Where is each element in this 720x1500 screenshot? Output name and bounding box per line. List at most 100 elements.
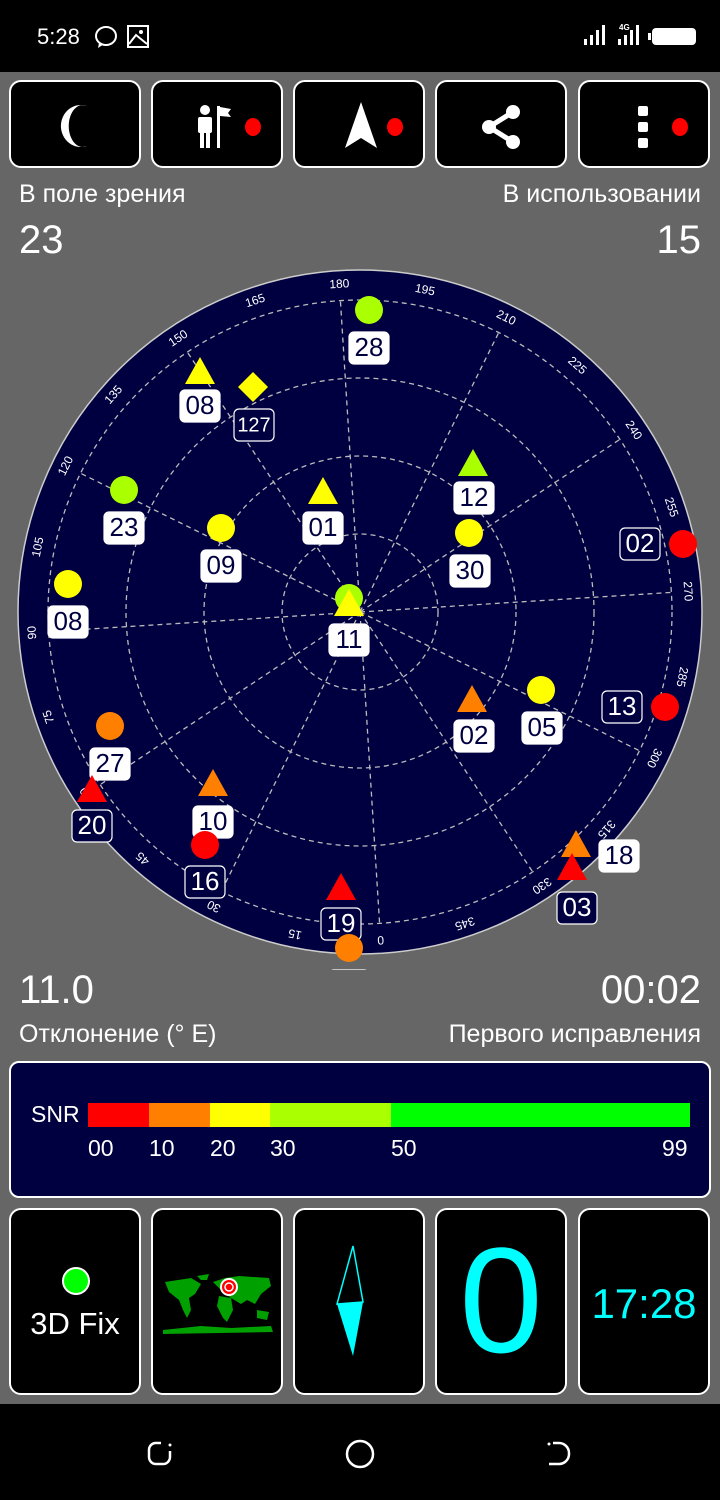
home-icon[interactable] bbox=[344, 1438, 376, 1470]
satellite-label-box bbox=[184, 865, 226, 899]
satellite-label-box bbox=[103, 511, 145, 545]
satellite-marker-circle bbox=[335, 934, 363, 962]
navigation-bar bbox=[0, 1404, 720, 1500]
signal-battery-icons: 4G bbox=[584, 23, 696, 45]
sky-plot: 0153045607590105120135150165180195210225… bbox=[17, 269, 703, 970]
svg-text:4G: 4G bbox=[619, 23, 630, 32]
person-flag-icon bbox=[198, 105, 231, 148]
satellite-marker-circle bbox=[54, 570, 82, 598]
azimuth-label: 105 bbox=[29, 535, 47, 558]
satellite-marker-circle bbox=[355, 296, 383, 324]
azimuth-label: 285 bbox=[673, 666, 691, 689]
satellite-marker-circle bbox=[455, 519, 483, 547]
speed-panel[interactable]: 0 bbox=[435, 1208, 567, 1395]
azimuth-line bbox=[359, 591, 672, 613]
satellite-label-box bbox=[521, 711, 563, 745]
back-icon[interactable] bbox=[545, 1439, 575, 1469]
satellite-marker-triangle bbox=[77, 775, 107, 802]
navigation-button[interactable] bbox=[293, 80, 425, 168]
satellite-marker-triangle bbox=[185, 357, 215, 384]
signal-4g-icon: 4G bbox=[618, 23, 639, 45]
azimuth-label: 15 bbox=[287, 926, 303, 942]
share-button[interactable] bbox=[435, 80, 567, 168]
elevation-ring bbox=[125, 377, 595, 847]
snr-segment bbox=[210, 1103, 270, 1127]
azimuth-label: 0 bbox=[377, 933, 385, 947]
satellite-marker-triangle bbox=[458, 449, 488, 476]
satellite-id-label: 12 bbox=[460, 482, 489, 512]
satellite-id-label: 127 bbox=[237, 414, 270, 436]
fix-status-panel[interactable]: 3D Fix bbox=[9, 1208, 141, 1395]
in-use-label: В использовании bbox=[502, 180, 701, 208]
satellite-marker-circle bbox=[207, 514, 235, 542]
satellite-id-label: 27 bbox=[96, 748, 125, 778]
azimuth-line bbox=[359, 611, 534, 873]
clock-panel[interactable]: 17:28 bbox=[578, 1208, 710, 1395]
azimuth-line bbox=[339, 300, 361, 613]
azimuth-label: 195 bbox=[414, 281, 437, 299]
satellite-marker-triangle bbox=[457, 685, 487, 712]
fix-indicator-dot bbox=[62, 1267, 90, 1295]
satellite-label-box bbox=[453, 481, 495, 515]
azimuth-label: 180 bbox=[329, 276, 350, 291]
more-button[interactable] bbox=[578, 80, 710, 168]
moon-icon bbox=[60, 105, 87, 147]
satellite-label-box bbox=[302, 511, 344, 545]
azimuth-line bbox=[99, 611, 361, 786]
signal-icon bbox=[584, 25, 605, 45]
satellite-marker-triangle bbox=[334, 589, 364, 616]
recents-icon[interactable] bbox=[145, 1439, 175, 1469]
night-mode-button[interactable] bbox=[9, 80, 141, 168]
satellite-marker-circle bbox=[96, 712, 124, 740]
elevation-ring bbox=[281, 533, 439, 691]
satellite-label-box bbox=[601, 690, 643, 724]
clock-value: 17:28 bbox=[591, 1280, 697, 1327]
azimuth-label: 255 bbox=[662, 495, 682, 519]
satellite-label-box bbox=[200, 549, 242, 583]
azimuth-label: 90 bbox=[24, 625, 39, 640]
snr-tick-label: 50 bbox=[391, 1135, 417, 1161]
battery-icon bbox=[648, 28, 696, 45]
world-map-panel[interactable] bbox=[151, 1208, 283, 1395]
waypoint-button[interactable] bbox=[151, 80, 283, 168]
satellite-marker-circle bbox=[669, 530, 697, 558]
satellite-marker-triangle bbox=[561, 830, 591, 857]
satellite-marker-triangle bbox=[557, 853, 587, 880]
in-view-count: 23 bbox=[19, 218, 64, 262]
satellite-marker-triangle bbox=[326, 873, 356, 900]
elevation-ring bbox=[203, 455, 517, 769]
badge-dot bbox=[387, 118, 403, 136]
snr-label: SNR bbox=[31, 1101, 80, 1127]
satellite-id-label: 03 bbox=[563, 892, 592, 922]
satellite-label-box bbox=[71, 809, 113, 843]
satellite-id-label: 16 bbox=[191, 866, 220, 896]
in-view-label: В поле зрения bbox=[19, 180, 186, 208]
azimuth-line bbox=[186, 351, 361, 613]
chat-bubble-icon bbox=[95, 26, 117, 48]
satellite-label-box bbox=[598, 839, 640, 873]
share-icon bbox=[482, 105, 520, 149]
satellite-id-label: 01 bbox=[309, 512, 338, 542]
azimuth-line bbox=[359, 332, 500, 613]
navigation-arrow-icon bbox=[345, 102, 377, 148]
satellite-id-label: 19 bbox=[327, 908, 356, 938]
compass-panel[interactable] bbox=[293, 1208, 425, 1395]
snr-color-bar bbox=[88, 1103, 690, 1127]
declination-label: Отклонение (° E) bbox=[19, 1020, 217, 1048]
snr-segment bbox=[391, 1103, 690, 1127]
satellite-marker-triangle bbox=[308, 477, 338, 504]
azimuth-label: 270 bbox=[681, 581, 696, 602]
satellite-id-label: 02 bbox=[460, 720, 489, 750]
snr-ticks: 00 10 20 30 50 99 bbox=[88, 1135, 690, 1165]
compass-needle-icon bbox=[335, 1245, 364, 1356]
satellite-id-label: 20 bbox=[78, 810, 107, 840]
snr-legend: SNR 00 10 20 30 50 99 bbox=[9, 1061, 711, 1198]
azimuth-label: 165 bbox=[243, 290, 267, 310]
satellite-id-label: 08 bbox=[186, 390, 215, 420]
in-use-count: 15 bbox=[656, 218, 702, 262]
satellite-label-box bbox=[47, 605, 89, 639]
azimuth-label: 30 bbox=[204, 897, 222, 916]
satellite-label-box bbox=[619, 527, 661, 561]
badge-dot bbox=[672, 118, 688, 136]
more-vert-icon bbox=[638, 106, 648, 148]
